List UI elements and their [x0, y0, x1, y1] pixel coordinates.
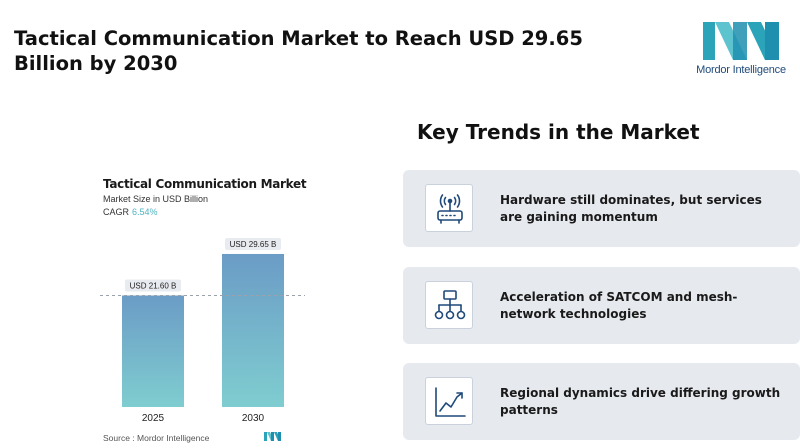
logo-mark-icon [703, 22, 779, 60]
x-tick-label: 2030 [242, 413, 265, 424]
data-label-bg [225, 237, 281, 250]
trend-text: Hardware still dominates, but services a… [500, 192, 762, 224]
cagr-value: 6.54% [132, 207, 158, 217]
network-hierarchy-icon [425, 281, 473, 329]
trend-card-regional: Regional dynamics drive differing growth… [403, 363, 800, 440]
chart-subtitle: Market Size in USD Billion [103, 194, 209, 204]
source-note: Source : Mordor Intelligence [103, 433, 210, 443]
chart-title: Tactical Communication Market [103, 177, 307, 191]
bar-chart: USD 21.60 B 2025 USD 29.65 B 2030 [100, 237, 305, 424]
source-logo-icon [264, 432, 281, 441]
trend-text: Acceleration of SATCOM and mesh-network … [500, 289, 738, 321]
trend-card-satcom: Acceleration of SATCOM and mesh-network … [403, 267, 800, 344]
mordor-intelligence-logo: Mordor Intelligence [693, 20, 789, 80]
data-label-bg [125, 279, 181, 292]
page-title: Tactical Communication Market to Reach U… [14, 27, 583, 75]
data-label: USD 21.60 B [130, 282, 177, 291]
cagr-label: CAGR [103, 207, 130, 217]
data-label: USD 29.65 B [230, 240, 277, 249]
bar-2025 [122, 295, 184, 407]
router-icon [425, 184, 473, 232]
growth-chart-icon [425, 377, 473, 425]
logo-text: Mordor Intelligence [696, 64, 786, 76]
trend-card-hardware: Hardware still dominates, but services a… [403, 170, 800, 247]
trend-text: Regional dynamics drive differing growth… [500, 385, 781, 417]
bar-2030 [222, 253, 284, 407]
trends-title: Key Trends in the Market [417, 120, 700, 144]
x-tick-label: 2025 [142, 413, 165, 424]
chart-cagr: CAGR 6.54% [103, 207, 158, 217]
